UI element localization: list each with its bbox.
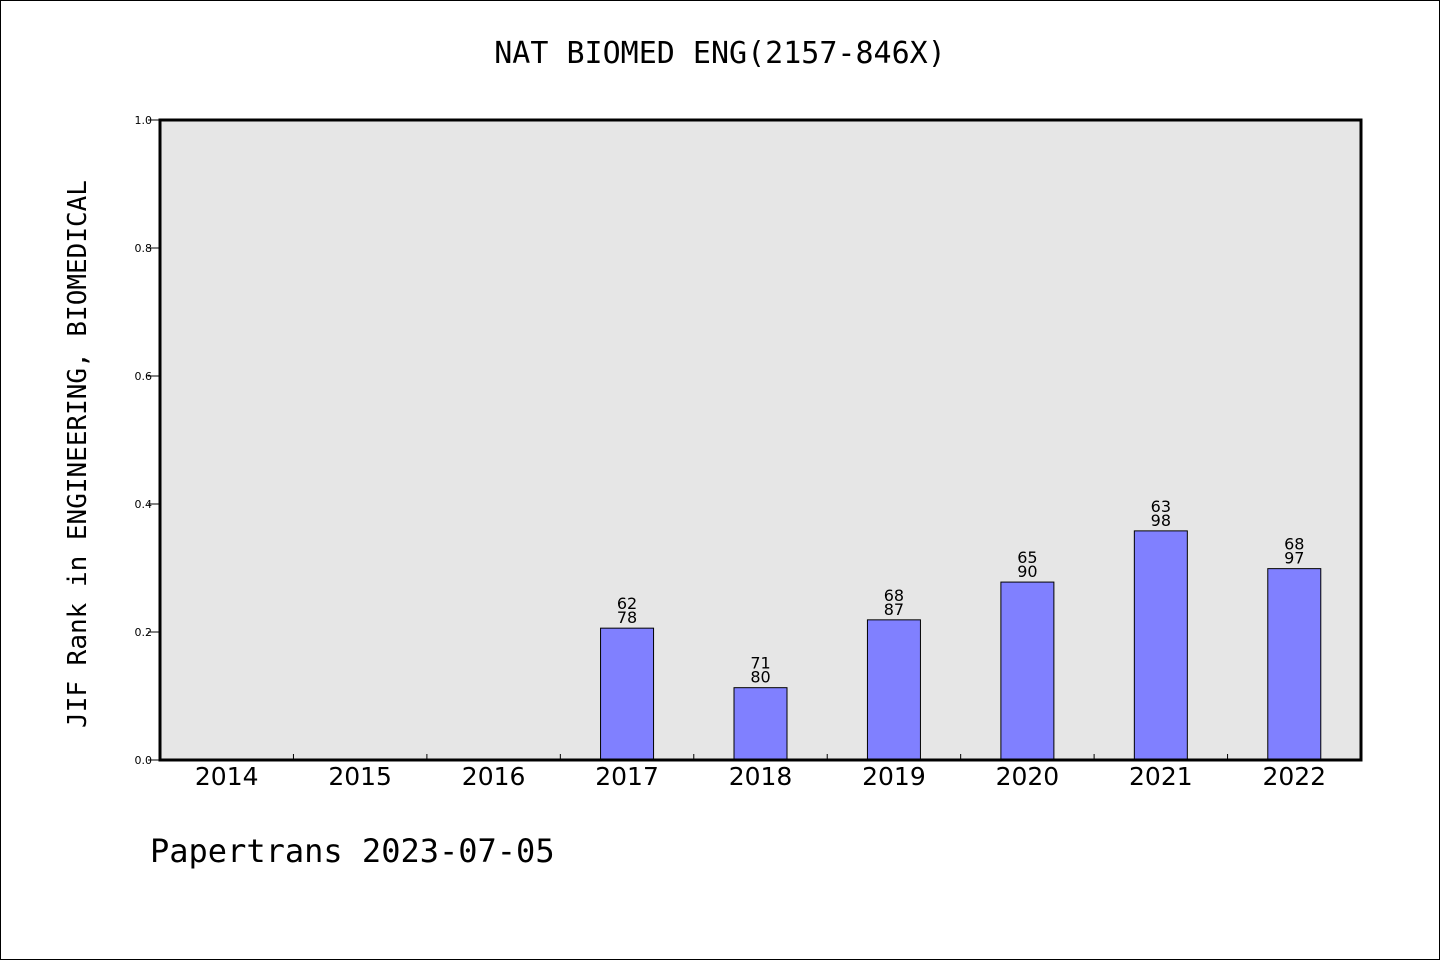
- y-tick-label: 1.0: [135, 114, 153, 127]
- bar-total-label: 78: [617, 608, 637, 627]
- bar: [733, 687, 788, 761]
- x-tick-label: 2018: [729, 762, 793, 791]
- y-tick-label: 0.0: [135, 754, 153, 767]
- x-tick-label: 2021: [1129, 762, 1193, 791]
- bar: [600, 627, 655, 761]
- bar-total-label: 90: [1017, 562, 1037, 581]
- bar-rank-label: 65: [1017, 548, 1037, 567]
- bar-rank-label: 68: [884, 586, 904, 605]
- y-tick-label: 0.2: [135, 626, 153, 639]
- x-tick-label: 2016: [462, 762, 526, 791]
- x-tick-label: 2019: [862, 762, 926, 791]
- bar-total-label: 80: [750, 668, 770, 687]
- x-tick-label: 2015: [328, 762, 392, 791]
- y-tick-label: 0.4: [135, 498, 153, 511]
- x-axis: 2014 2015 2016 2017 2018 2019 2020 2021 2022: [195, 754, 1326, 791]
- bar: [1000, 581, 1055, 761]
- x-tick-label: 2017: [595, 762, 659, 791]
- footer-note: Papertrans 2023-07-05: [150, 832, 555, 870]
- bar: [1133, 530, 1188, 761]
- x-tick-label: 2014: [195, 762, 259, 791]
- chart-title: NAT BIOMED ENG(2157-846X): [494, 36, 946, 71]
- bar: [866, 619, 921, 761]
- bar-rank-label: 71: [750, 654, 770, 673]
- plot-border: [158, 118, 1363, 762]
- y-axis: 0.0 0.2 0.4 0.6 0.8 1.0: [135, 114, 160, 767]
- bar-rank-label: 62: [617, 594, 637, 613]
- bar-total-label: 97: [1284, 549, 1304, 568]
- x-tick-label: 2020: [996, 762, 1060, 791]
- bar: [1267, 568, 1322, 761]
- y-tick-label: 0.8: [135, 242, 153, 255]
- bar-total-label: 98: [1151, 511, 1171, 530]
- bar-total-label: 87: [884, 600, 904, 619]
- bar-rank-label: 68: [1284, 535, 1304, 554]
- bar-rank-label: 63: [1151, 497, 1171, 516]
- y-tick-label: 0.6: [135, 370, 153, 383]
- x-tick-label: 2022: [1262, 762, 1326, 791]
